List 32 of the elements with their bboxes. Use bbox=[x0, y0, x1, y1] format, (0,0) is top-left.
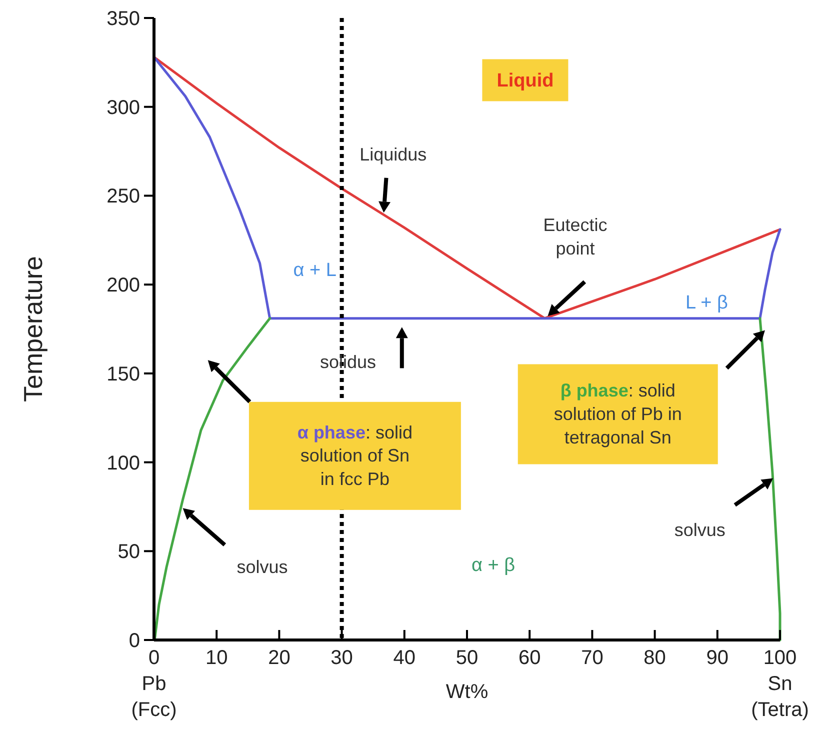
y-tick-label: 50 bbox=[118, 541, 140, 564]
y-tick-label: 150 bbox=[106, 363, 140, 386]
x-tick-label: 40 bbox=[393, 647, 416, 669]
annotation: α + L bbox=[293, 260, 336, 282]
annotation: Liquid bbox=[496, 70, 554, 92]
annotation: solvus bbox=[674, 520, 726, 540]
annotation: L + β bbox=[686, 292, 728, 314]
y-tick-label: 100 bbox=[106, 452, 140, 474]
line-series bbox=[758, 317, 782, 642]
x-tick-label: 60 bbox=[518, 647, 541, 669]
x-tick-label: 80 bbox=[644, 647, 666, 669]
y-tick-label: 350 bbox=[106, 8, 140, 30]
x-tick-label: 10 bbox=[205, 647, 228, 669]
annotation: α phase: solid solution of Sn in fcc Pb bbox=[297, 422, 413, 490]
annotation: α + β bbox=[472, 554, 516, 576]
x-tick-label: 30 bbox=[330, 647, 353, 669]
annotation: Eutectic point bbox=[543, 215, 608, 258]
y-tick-label: 250 bbox=[106, 186, 140, 208]
annotation: Liquidus bbox=[360, 144, 427, 165]
x-tick-label: 20 bbox=[268, 647, 290, 669]
x-tick-label: 50 bbox=[456, 647, 478, 669]
line-series bbox=[152, 56, 782, 320]
x-tick-label: 90 bbox=[706, 647, 729, 669]
y-tick-label: 300 bbox=[106, 96, 140, 119]
x-tick-label: 100 Sn (Tetra) bbox=[751, 647, 809, 721]
x-axis-title: Wt% bbox=[446, 681, 488, 703]
y-tick-label: 200 bbox=[106, 274, 140, 297]
y-axis-title: Temperature bbox=[18, 256, 48, 402]
annotation: β phase: solid solution of Pb in tetragonal Sn bbox=[554, 380, 682, 448]
annotation: solvus bbox=[236, 557, 288, 578]
x-tick-label: 70 bbox=[581, 647, 604, 669]
annotation: solidus bbox=[320, 352, 376, 372]
